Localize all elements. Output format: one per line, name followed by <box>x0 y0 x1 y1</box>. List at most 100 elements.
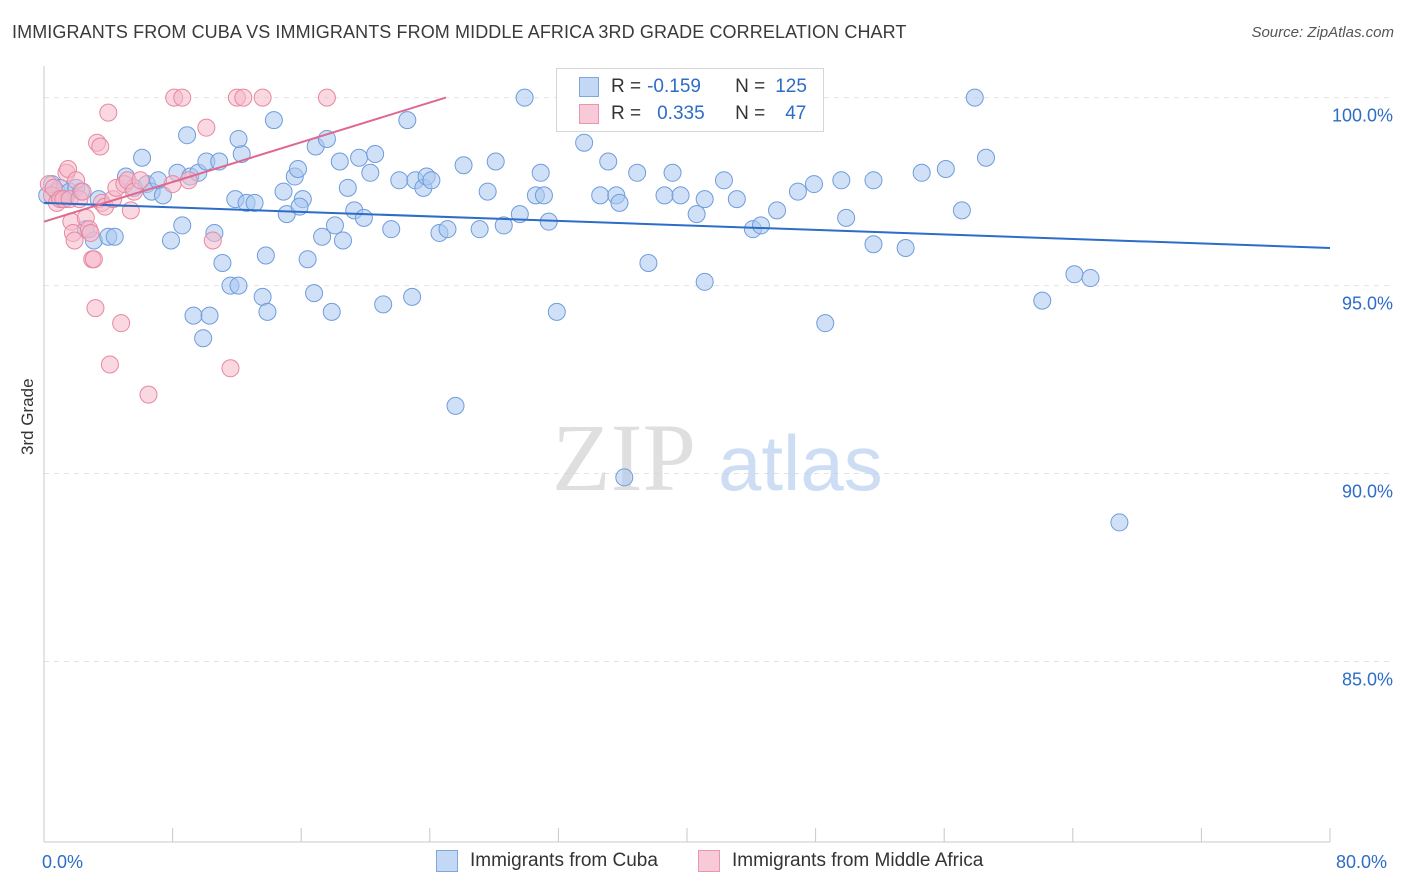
cuba-point <box>245 193 264 212</box>
middle-africa-point <box>100 355 119 374</box>
cuba-point <box>671 186 690 205</box>
cuba-point <box>161 231 180 250</box>
cuba-point <box>816 314 835 333</box>
cuba-point <box>354 208 373 227</box>
cuba-point <box>531 163 550 182</box>
middle-africa-point <box>84 250 103 269</box>
cuba-point <box>133 148 152 167</box>
cuba-point <box>470 220 489 239</box>
cuba-point <box>288 160 307 179</box>
legend-r-label: R = <box>611 76 642 97</box>
legend-row-cuba: R = -0.159 N = 125 <box>579 75 807 99</box>
cuba-point <box>194 329 213 348</box>
middle-africa-point <box>99 103 118 122</box>
bottom-legend-swatch-cuba <box>436 850 458 872</box>
legend-swatch-cuba <box>579 77 599 97</box>
cuba-point <box>510 205 529 224</box>
middle-africa-point <box>253 88 272 107</box>
middle-africa-point <box>131 171 150 190</box>
source-label: Source: ZipAtlas.com <box>1251 24 1394 41</box>
cuba-point <box>864 171 883 190</box>
cuba-point <box>896 238 915 257</box>
cuba-point <box>325 216 344 235</box>
middle-africa-point <box>65 231 84 250</box>
cuba-point <box>1081 269 1100 288</box>
cuba-point <box>330 152 349 171</box>
legend-n-value: 125 <box>775 76 807 97</box>
cuba-point <box>382 220 401 239</box>
cuba-point <box>788 182 807 201</box>
middle-africa-trend-line <box>43 96 447 223</box>
legend-r-value: -0.159 <box>647 76 701 97</box>
bottom-legend-middle-africa: Immigrants from Middle Africa <box>698 850 983 872</box>
cuba-point <box>454 156 473 175</box>
bottom-legend-label-cuba: Immigrants from Cuba <box>470 850 658 871</box>
cuba-trend-line <box>43 201 1331 249</box>
cuba-point <box>361 163 380 182</box>
cuba-point <box>837 208 856 227</box>
middle-africa-point <box>91 137 110 156</box>
cuba-point <box>965 88 984 107</box>
cuba-point <box>599 152 618 171</box>
legend-swatch-middle-africa <box>579 104 599 124</box>
cuba-point <box>229 276 248 295</box>
cuba-point <box>173 216 192 235</box>
cuba-point <box>105 227 124 246</box>
cuba-point <box>298 250 317 269</box>
cuba-point <box>338 178 357 197</box>
chart-title: IMMIGRANTS FROM CUBA VS IMMIGRANTS FROM … <box>12 22 907 42</box>
cuba-point <box>695 190 714 209</box>
y-tick-label: 100.0% <box>1332 106 1393 126</box>
series-middle-africa-points <box>39 88 336 404</box>
cuba-point <box>575 133 594 152</box>
bottom-legend-swatch-middle-africa <box>698 850 720 872</box>
cuba-point <box>264 111 283 130</box>
cuba-point <box>695 272 714 291</box>
cuba-point <box>639 254 658 273</box>
cuba-point <box>438 220 457 239</box>
cuba-point <box>398 111 417 130</box>
watermark: ZIP atlas <box>552 404 883 511</box>
cuba-point <box>494 216 513 235</box>
cuba-point <box>832 171 851 190</box>
cuba-point <box>274 182 293 201</box>
cuba-point <box>615 468 634 487</box>
stats-legend: R = -0.159 N = 125 R = 0.335 N = 47 <box>556 68 824 132</box>
y-tick-labels: 100.0% 95.0% 90.0% 85.0% <box>1332 106 1393 690</box>
middle-africa-point <box>234 88 253 107</box>
cuba-point <box>1110 513 1129 532</box>
x-tick-label-min: 0.0% <box>42 852 84 872</box>
y-axis-title: 3rd Grade <box>18 378 37 455</box>
series-cuba-points <box>38 88 1129 532</box>
cuba-point <box>305 284 324 303</box>
x-tick-label-max: 80.0% <box>1336 852 1388 872</box>
cuba-point <box>515 88 534 107</box>
cuba-point <box>912 163 931 182</box>
cuba-point <box>936 160 955 179</box>
cuba-point <box>333 231 352 250</box>
legend-n-label: N = <box>735 103 766 124</box>
middle-africa-point <box>121 201 140 220</box>
legend-n-value: 47 <box>785 103 807 124</box>
watermark-zip: ZIP <box>552 404 696 511</box>
cuba-point <box>663 163 682 182</box>
cuba-point <box>213 254 232 273</box>
cuba-point <box>229 129 248 148</box>
cuba-point <box>714 171 733 190</box>
cuba-point <box>200 306 219 325</box>
cuba-point <box>727 190 746 209</box>
cuba-point <box>547 302 566 321</box>
legend-r-label: R = <box>611 103 642 124</box>
y-tick-label: 95.0% <box>1342 294 1393 314</box>
middle-africa-point <box>317 88 336 107</box>
cuba-point <box>751 216 770 235</box>
cuba-point <box>374 295 393 314</box>
trend-lines <box>43 96 1331 249</box>
bottom-legend-label-middle-africa: Immigrants from Middle Africa <box>732 850 984 871</box>
cuba-point <box>253 287 272 306</box>
cuba-point <box>610 193 629 212</box>
middle-africa-point <box>81 223 100 242</box>
middle-africa-point <box>197 118 216 137</box>
watermark-atlas: atlas <box>718 419 883 507</box>
